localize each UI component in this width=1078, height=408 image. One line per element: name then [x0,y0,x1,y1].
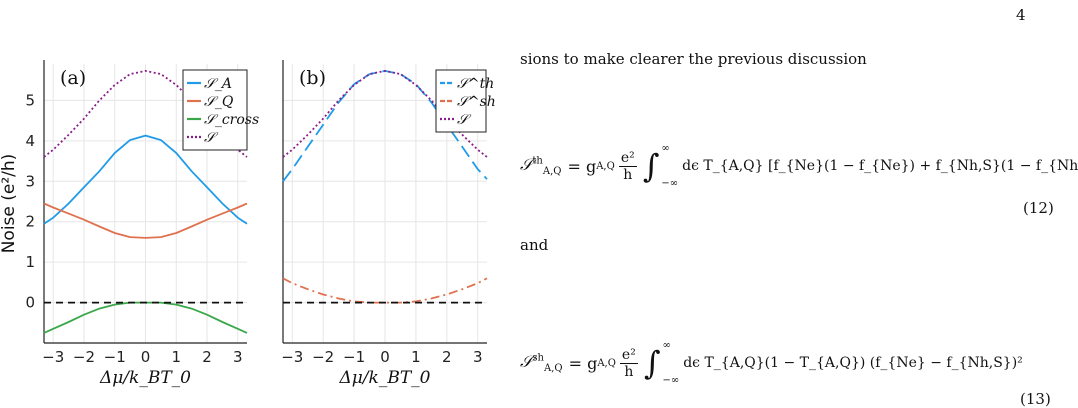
x-tick-label: 1 [171,348,181,366]
panel-b: −3 −2 −1 0 1 2 3(b)Δμ/k_BT_0𝒮^th𝒮^sh𝒮 [281,60,496,388]
legend-entry: 𝒮^sh [457,94,496,110]
y-tick-label: 0 [25,294,35,312]
eq13-sub: A,Q [543,363,563,375]
eq13-body: dϵ T_{A,Q}(1 − T_{A,Q}) (f_{Ne} − f_{Nh,… [683,355,1023,371]
x-tick-label: −3 [42,348,64,366]
series-line-named-1 [282,277,488,304]
panel-label: (a) [60,67,86,89]
eq12-lim-bot: −∞ [661,178,679,189]
eq13-coef-sub: A,Q [597,357,616,369]
eq12-number: (12) [1023,199,1054,217]
x-tick-label: −2 [312,348,334,366]
panel-a: −3 −2 −1 0 1 2 3 0 1 2 3 4 5 (a) Δμ/k_BT_0 Noise (e²/h)… [0,60,259,388]
eq13-fraction: e² h [619,346,638,380]
x-tick-label: −2 [73,348,95,366]
eq13-frac-den: h [624,363,634,380]
eq12-sub: A,Q [542,166,562,178]
eq12-sup: th [532,155,543,167]
x-tick-label: 0 [380,348,390,366]
y-tick-label: 5 [25,91,35,109]
x-tick-label: 3 [473,348,483,366]
integral-icon: ∫ [642,147,660,185]
connector-and: and [520,236,549,254]
eq13-sup: sh [532,352,544,364]
eq13-frac-num: e² [619,346,638,364]
legend-entry: 𝒮_Q [204,94,234,110]
x-tick-label: −3 [281,348,303,366]
x-tick-label: 2 [442,348,452,366]
eq13-coef: = g [568,353,598,373]
x-tick-label: 0 [141,348,151,366]
y-tick-label: 3 [25,172,35,190]
eq13-lim-top: ∞ [662,340,671,351]
eq12-fraction: e² h [618,149,637,183]
x-axis-label: Δμ/k_BT_0 [99,368,191,388]
eq12-frac-den: h [623,166,633,183]
legend-entry: 𝒮^th [457,76,494,92]
x-tick-label: 1 [411,348,421,366]
x-tick-label: −1 [343,348,365,366]
x-tick-label: 3 [233,348,243,366]
series-line-named-1 [43,202,248,239]
x-tick-label: 2 [202,348,212,366]
eq13-lim-bot: −∞ [662,375,680,386]
page-number: 4 [1016,6,1026,24]
x-tick-label: −1 [104,348,126,366]
eq13-lhs: 𝒮 [520,351,533,371]
noise-figure: −3 −2 −1 0 1 2 3 0 1 2 3 4 5 (a) Δμ/k_BT_0 Noise (e²/h)… [0,60,496,388]
y-tick-label: 2 [25,213,35,231]
y-tick-label: 4 [25,132,35,150]
eq12-limits: ∞ −∞ [661,143,678,189]
legend-entry: 𝒮_A [204,76,232,92]
equation-13: 𝒮shA,Q = g A,Q e² h ∫ ∞ −∞ dϵ T_{A,Q}(1 − T… [520,340,1023,386]
legend-entry: 𝒮_cross [204,112,259,128]
eq12-frac-num: e² [618,149,637,167]
eq13-number: (13) [1020,390,1051,408]
intro-sentence: sions to make clearer the previous discu… [520,50,867,68]
eq12-coef-sub: A,Q [596,160,615,172]
equation-12: 𝒮thA,Q = g A,Q e² h ∫ ∞ −∞ dϵ T_{A,Q} [f_{N… [520,143,1078,189]
eq13-limits: ∞ −∞ [663,340,680,386]
eq12-lim-top: ∞ [661,143,670,154]
text-column: sions to make clearer the previous discu… [520,0,1078,408]
eq12-lhs: 𝒮 [520,154,533,174]
integral-icon: ∫ [643,344,661,382]
y-axis-label: Noise (e²/h) [0,154,19,254]
y-tick-label: 1 [25,253,35,271]
panel-label: (b) [299,67,326,89]
eq12-body: dϵ T_{A,Q} [f_{Ne}(1 − f_{Ne}) + f_{Nh,S… [682,158,1078,174]
x-axis-label: Δμ/k_BT_0 [338,368,430,388]
eq12-coef: = g [567,156,597,176]
series-line-named-0 [43,134,248,225]
